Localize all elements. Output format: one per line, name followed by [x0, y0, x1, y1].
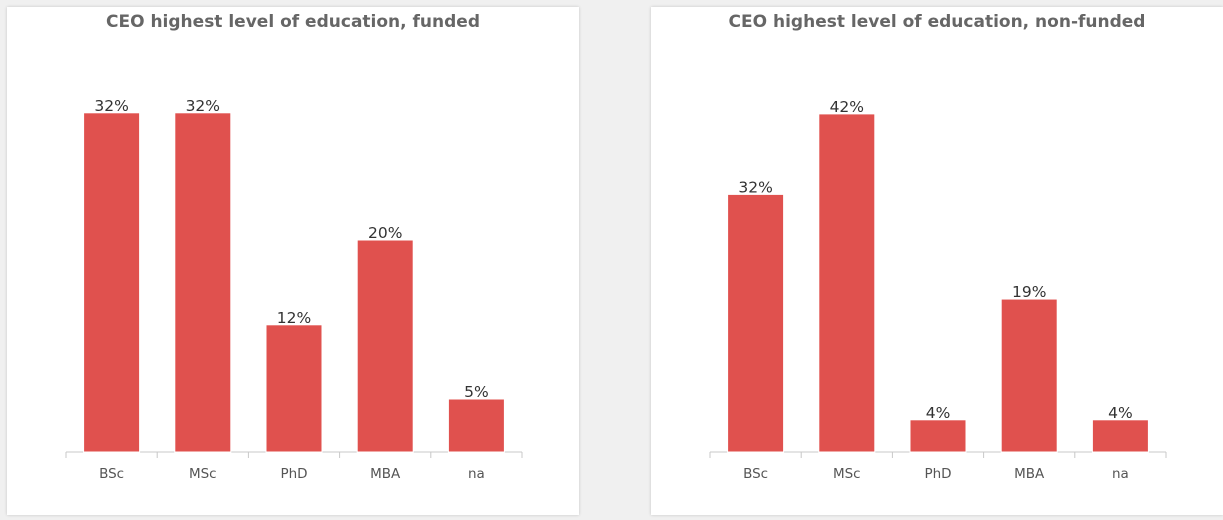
- bar-msc: [174, 112, 232, 453]
- x-tick-label: MSc: [189, 466, 217, 482]
- bar-bsc: [727, 193, 785, 453]
- x-tick-label: MBA: [370, 466, 401, 482]
- chart-panel-funded: CEO highest level of education, funded 3…: [7, 7, 579, 515]
- bar-na: [1091, 419, 1149, 453]
- data-label: 5%: [464, 383, 489, 401]
- data-label: 19%: [1012, 283, 1046, 301]
- data-label: 32%: [94, 97, 128, 115]
- data-label: 32%: [738, 178, 772, 196]
- x-tick-label: PhD: [280, 466, 307, 482]
- bar-na: [447, 398, 505, 453]
- bar-mba: [1000, 298, 1058, 453]
- data-label: 4%: [926, 404, 951, 422]
- chart-title: CEO highest level of education, funded: [106, 12, 480, 32]
- data-label: 32%: [186, 97, 220, 115]
- data-label: 20%: [368, 224, 402, 242]
- data-label: 4%: [1108, 404, 1133, 422]
- bar-msc: [818, 113, 876, 453]
- bar-bsc: [83, 112, 141, 453]
- x-tick-label: MSc: [833, 466, 861, 482]
- chart-title: CEO highest level of education, non-fund…: [729, 12, 1146, 32]
- bar-mba: [356, 239, 414, 453]
- x-tick-label: MBA: [1014, 466, 1045, 482]
- x-tick-label: na: [468, 466, 485, 482]
- bar-phd: [909, 419, 967, 453]
- bar-chart-non-funded: CEO highest level of education, non-fund…: [709, 12, 1167, 482]
- x-tick-label: BSc: [99, 466, 124, 482]
- data-label: 42%: [830, 98, 864, 116]
- chart-panel-non-funded: CEO highest level of education, non-fund…: [651, 7, 1223, 515]
- data-label: 12%: [277, 309, 311, 327]
- x-tick-label: na: [1112, 466, 1129, 482]
- bar-chart-funded: CEO highest level of education, funded 3…: [65, 12, 523, 482]
- x-tick-label: BSc: [743, 466, 768, 482]
- bar-phd: [265, 324, 323, 453]
- x-tick-label: PhD: [924, 466, 951, 482]
